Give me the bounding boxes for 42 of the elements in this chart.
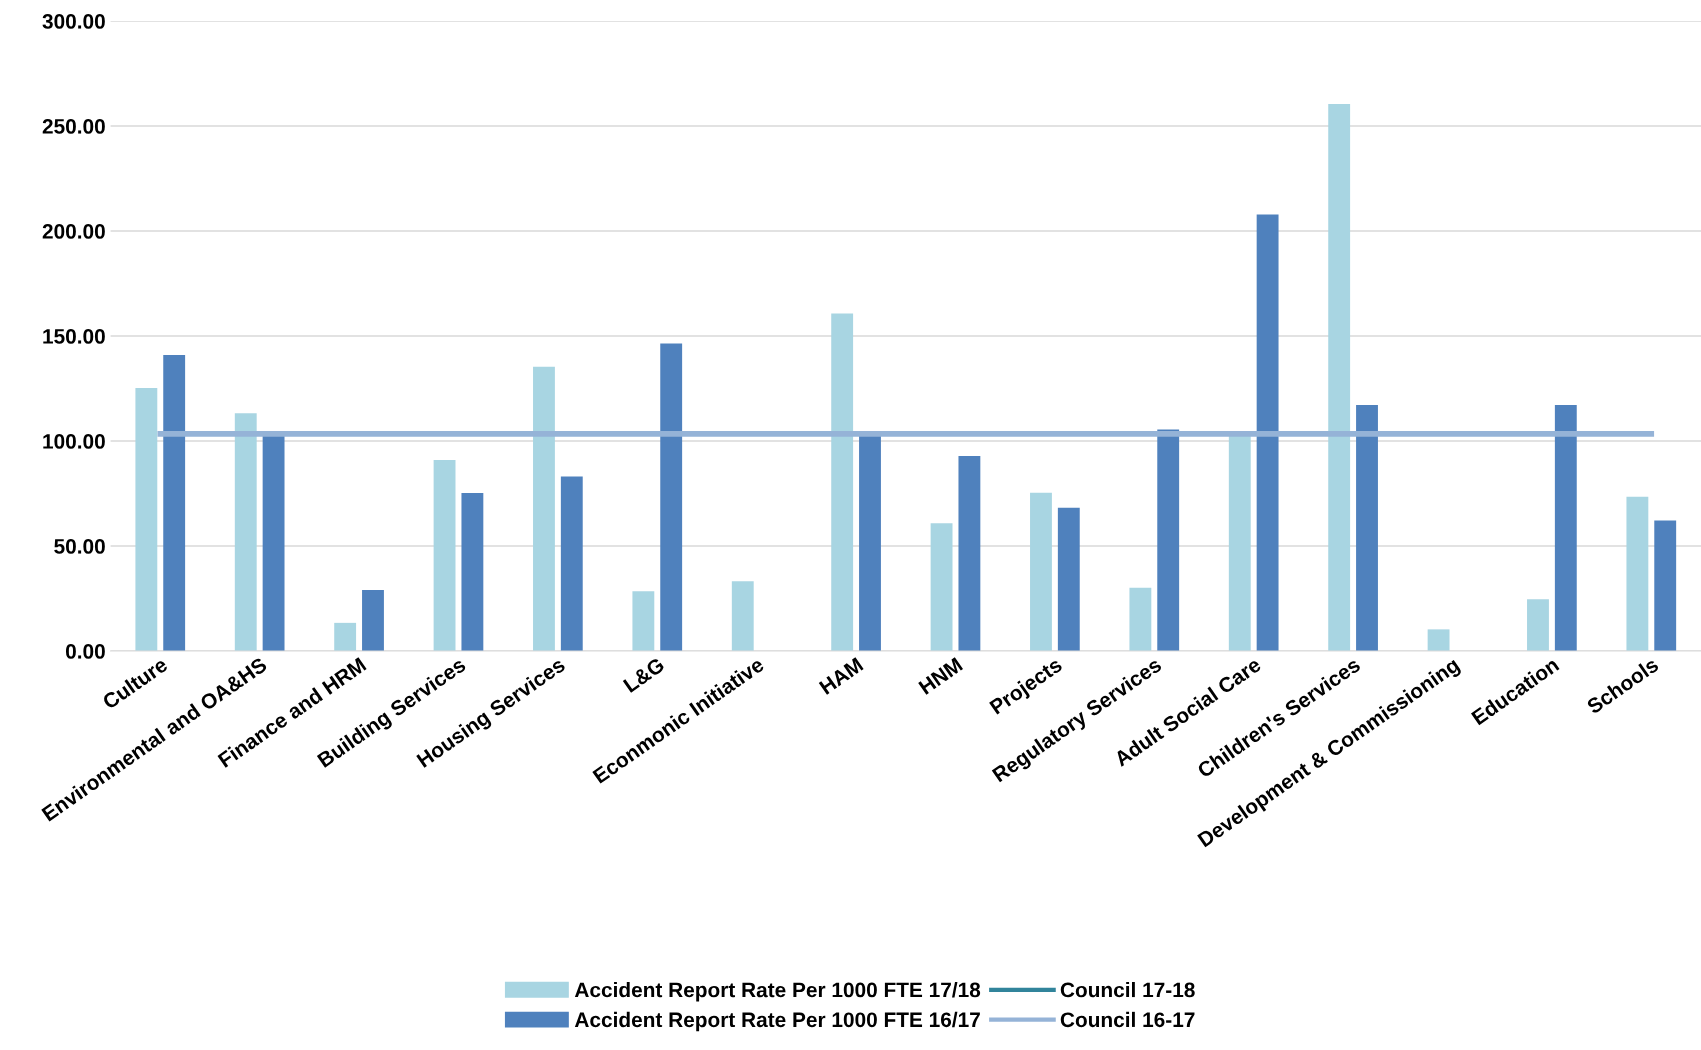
legend-label: Council 17-18 (1060, 981, 1195, 998)
bar (533, 366, 555, 651)
bar (1129, 587, 1152, 651)
x-tick-label: L&G (622, 657, 665, 693)
bar (731, 581, 754, 651)
bar (135, 388, 158, 651)
legend-label: Accident Report Rate Per 1000 FTE 16/17 (574, 1011, 980, 1032)
bar (262, 435, 285, 651)
bar (1030, 492, 1052, 651)
bar (958, 456, 981, 651)
bar (163, 355, 186, 651)
bar (1427, 629, 1450, 651)
legend-label: Council 16-17 (1060, 1011, 1195, 1028)
bar (1626, 496, 1649, 651)
y-tick-label: 50.00 (54, 539, 105, 554)
bar (433, 459, 456, 651)
bar (362, 589, 384, 651)
bar (560, 476, 583, 651)
bar (1256, 214, 1279, 651)
bar (1356, 404, 1378, 651)
bar (859, 435, 881, 651)
legend-label: Accident Report Rate Per 1000 FTE 17/18 (574, 981, 981, 1002)
bar (1554, 404, 1577, 651)
y-tick-label: 250.00 (42, 119, 105, 134)
bar (1328, 103, 1351, 651)
bar (930, 523, 953, 651)
bar (1654, 520, 1677, 651)
y-tick-label: 200.00 (42, 224, 105, 239)
y-tick-label: 100.00 (43, 434, 105, 449)
bar (660, 343, 683, 651)
bar (1057, 507, 1080, 651)
y-tick-label: 150.00 (43, 329, 105, 344)
bar (234, 413, 257, 651)
bar (632, 591, 655, 651)
bar (831, 313, 854, 651)
y-tick-label: 0.00 (65, 644, 105, 659)
bar (461, 493, 484, 651)
bar (1157, 429, 1180, 651)
bar (1228, 434, 1251, 651)
y-tick-label: 300.00 (42, 14, 105, 29)
bar (334, 622, 357, 651)
bar (1527, 599, 1549, 651)
